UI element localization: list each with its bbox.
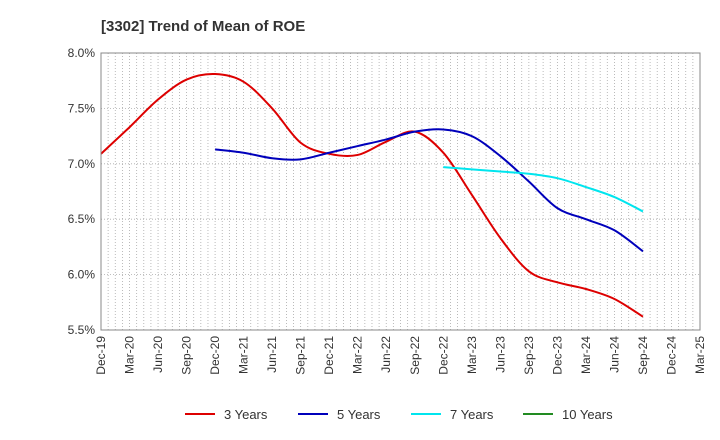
x-tick-label: Jun-22 [379,336,393,373]
x-tick-label: Dec-23 [550,336,564,375]
x-tick-label: Jun-23 [493,336,507,373]
x-tick-label: Mar-20 [123,336,137,374]
x-tick-label: Sep-24 [636,336,650,375]
legend: 3 Years 5 Years 7 Years 10 Years [185,407,613,422]
series-line-3-years [100,73,644,318]
legend-label: 7 Years [450,407,494,422]
x-tick-label: Mar-22 [351,336,365,374]
x-tick-label: Dec-22 [436,336,450,375]
x-tick-label: Mar-24 [579,336,593,374]
x-tick-label: Mar-23 [465,336,479,374]
y-axis: 5.5% 6.0% 6.5% 7.0% 7.5% 8.0% [68,46,96,337]
x-tick-label: Mar-25 [693,336,707,374]
series-line-7-years [443,166,644,213]
y-tick-label: 7.5% [68,101,96,115]
chart-title: [3302] Trend of Mean of ROE [101,18,305,35]
x-tick-label: Sep-23 [522,336,536,375]
x-tick-label: Dec-24 [664,336,678,375]
x-tick-label: Sep-20 [180,336,194,375]
x-tick-label: Mar-21 [237,336,251,374]
series-line-5-years [214,128,644,253]
x-tick-label: Jun-21 [265,336,279,373]
x-axis: Dec-19 Mar-20 Jun-20 Sep-20 Dec-20 Mar-21 Jun-… [94,336,707,375]
grid [101,52,700,331]
legend-label: 5 Years [337,407,381,422]
x-tick-label: Jun-20 [151,336,165,373]
legend-label: 3 Years [224,407,268,422]
x-tick-label: Dec-19 [94,336,108,375]
y-tick-label: 8.0% [68,46,96,60]
x-tick-label: Sep-21 [294,336,308,375]
x-tick-label: Sep-22 [408,336,422,375]
y-tick-label: 6.5% [68,212,96,226]
plot-frame [100,52,701,331]
y-tick-label: 6.0% [68,268,96,282]
x-tick-label: Dec-21 [322,336,336,375]
x-tick-label: Dec-20 [208,336,222,375]
y-tick-label: 7.0% [68,157,96,171]
legend-label: 10 Years [562,407,613,422]
y-tick-label: 5.5% [68,323,96,337]
x-tick-label: Jun-24 [607,336,621,373]
series-lines [100,73,644,318]
